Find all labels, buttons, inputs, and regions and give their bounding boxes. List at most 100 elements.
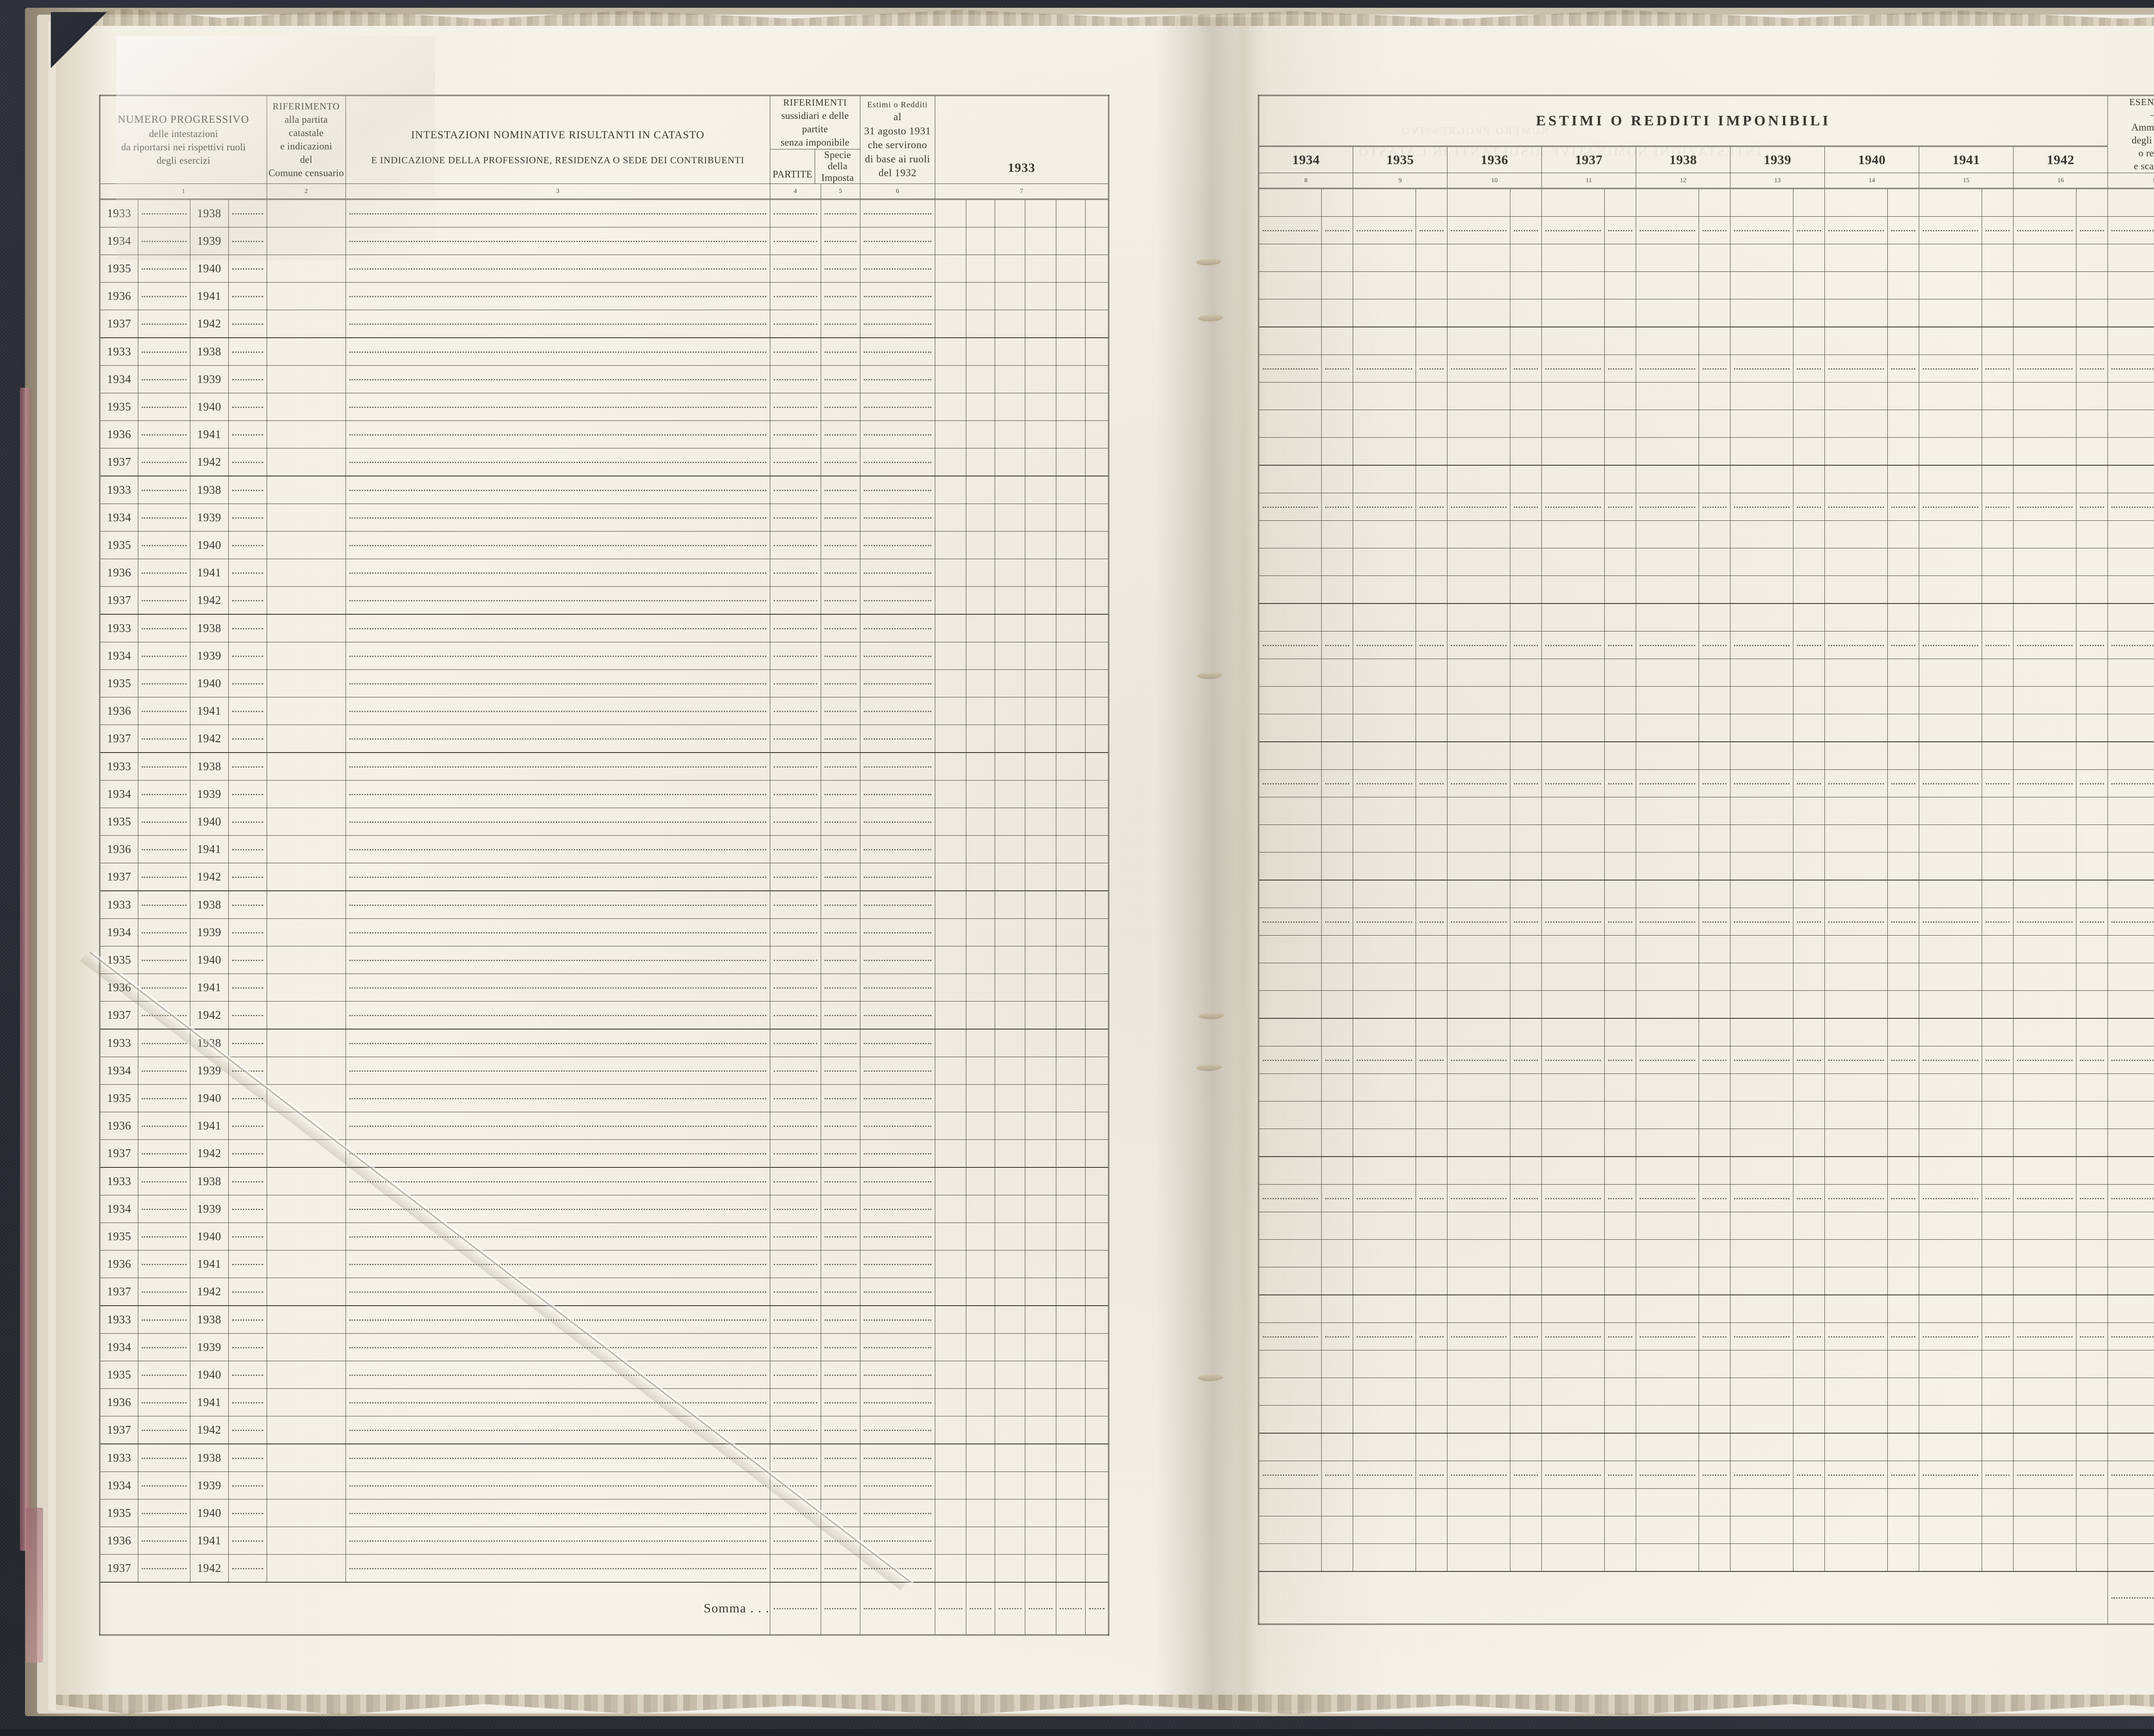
entry-cell-1941-lire[interactable] xyxy=(1919,1018,1982,1046)
entry-cell-col5-specie[interactable] xyxy=(821,1306,860,1334)
entry-cell-1937-lire[interactable] xyxy=(1542,852,1605,880)
entry-cell-1942-lire[interactable] xyxy=(2014,217,2076,244)
entry-cell-esenzioni[interactable] xyxy=(2108,825,2154,852)
entry-cell-col1a[interactable] xyxy=(138,1085,190,1112)
entry-cell-col1b[interactable] xyxy=(228,255,267,283)
entry-cell-1936-lire[interactable] xyxy=(1447,465,1510,493)
entry-cell-col5-specie[interactable] xyxy=(821,697,860,725)
entry-cell-col1a[interactable] xyxy=(138,836,190,863)
entry-cell-1939-lire[interactable] xyxy=(1731,770,1793,797)
entry-cell-1935-lire[interactable] xyxy=(1353,825,1416,852)
entry-cell-1939-centesimi[interactable] xyxy=(1793,217,1825,244)
entry-cell-1934-lire[interactable] xyxy=(1259,1378,1322,1406)
entry-cell-col1a[interactable] xyxy=(138,1057,190,1085)
entry-cell-1942-lire[interactable] xyxy=(2014,1074,2076,1101)
entry-cell-1940-lire[interactable] xyxy=(1825,1240,1888,1267)
entry-cell-1938-centesimi[interactable] xyxy=(1699,1378,1731,1406)
entry-cell-col6-estimi1931[interactable] xyxy=(860,1112,935,1140)
entry-cell-1940-centesimi[interactable] xyxy=(1888,1516,1919,1544)
entry-cell-col3[interactable] xyxy=(346,1029,770,1057)
entry-cell-1938-lire[interactable] xyxy=(1636,548,1699,576)
entry-cell-1942-lire[interactable] xyxy=(2014,299,2076,327)
entry-cell-1939-centesimi[interactable] xyxy=(1793,1461,1825,1489)
entry-cell-1935-centesimi[interactable] xyxy=(1416,548,1447,576)
entry-cell-1937-lire[interactable] xyxy=(1542,1157,1605,1185)
entry-cell-col1a[interactable] xyxy=(138,199,190,227)
entry-cell-1940-lire[interactable] xyxy=(1825,852,1888,880)
entry-cell-1937-centesimi[interactable] xyxy=(1605,438,1636,466)
entry-cell-1939-centesimi[interactable] xyxy=(1793,714,1825,742)
entry-cell-1940-centesimi[interactable] xyxy=(1888,1350,1919,1378)
entry-cell-1939-lire[interactable] xyxy=(1731,1406,1793,1434)
entry-cell-1938-centesimi[interactable] xyxy=(1699,1212,1731,1240)
entry-cell-1934-centesimi[interactable] xyxy=(1322,1101,1353,1129)
entry-cell-1937-lire[interactable] xyxy=(1542,355,1605,383)
entry-cell-1939-lire[interactable] xyxy=(1731,1323,1793,1350)
entry-cell-1941-centesimi[interactable] xyxy=(1982,852,2014,880)
entry-cell-1935-centesimi[interactable] xyxy=(1416,299,1447,327)
entry-cell-1939-centesimi[interactable] xyxy=(1793,936,1825,963)
entry-cell-1934-lire[interactable] xyxy=(1259,1129,1322,1157)
entry-cell-1940-centesimi[interactable] xyxy=(1888,1212,1919,1240)
entry-cell-1938-centesimi[interactable] xyxy=(1699,963,1731,991)
entry-cell-col1b[interactable] xyxy=(228,1223,267,1251)
entry-cell-1940-lire[interactable] xyxy=(1825,465,1888,493)
entry-cell-col4-partite[interactable] xyxy=(770,1112,821,1140)
entry-cell-col1b[interactable] xyxy=(228,919,267,946)
entry-cell-col4-partite[interactable] xyxy=(770,1002,821,1030)
entry-cell-col6-estimi1931[interactable] xyxy=(860,1251,935,1278)
entry-cell-col3[interactable] xyxy=(346,283,770,310)
entry-cell-col3[interactable] xyxy=(346,1195,770,1223)
entry-cell-1940-centesimi[interactable] xyxy=(1888,770,1919,797)
entry-cell-col6-estimi1931[interactable] xyxy=(860,891,935,919)
entry-cell-col3[interactable] xyxy=(346,1306,770,1334)
entry-cell-1934-lire[interactable] xyxy=(1259,410,1322,438)
entry-cell-col3[interactable] xyxy=(346,863,770,891)
entry-cell-1937-lire[interactable] xyxy=(1542,1074,1605,1101)
entry-cell-col6-estimi1931[interactable] xyxy=(860,1555,935,1583)
entry-cell-1941-lire[interactable] xyxy=(1919,908,1982,936)
entry-cell-1934-centesimi[interactable] xyxy=(1322,880,1353,908)
entry-cell-1935-lire[interactable] xyxy=(1353,604,1416,632)
entry-cell-1941-lire[interactable] xyxy=(1919,217,1982,244)
entry-cell-1942-centesimi[interactable] xyxy=(2076,687,2108,714)
entry-cell-col3[interactable] xyxy=(346,1251,770,1278)
entry-cell-1941-centesimi[interactable] xyxy=(1982,299,2014,327)
entry-cell-1934-centesimi[interactable] xyxy=(1322,1433,1353,1461)
entry-cell-1936-lire[interactable] xyxy=(1447,632,1510,659)
entry-cell-1936-lire[interactable] xyxy=(1447,1074,1510,1101)
entry-cell-1941-lire[interactable] xyxy=(1919,1212,1982,1240)
entry-cell-1938-lire[interactable] xyxy=(1636,521,1699,548)
entry-cell-1938-centesimi[interactable] xyxy=(1699,852,1731,880)
entry-cell-1935-lire[interactable] xyxy=(1353,1074,1416,1101)
entry-cell-1942-lire[interactable] xyxy=(2014,714,2076,742)
entry-cell-col6-estimi1931[interactable] xyxy=(860,1416,935,1444)
entry-cell-col1b[interactable] xyxy=(228,1057,267,1085)
entry-cell-1937-lire[interactable] xyxy=(1542,272,1605,299)
entry-cell-1940-centesimi[interactable] xyxy=(1888,1489,1919,1516)
entry-cell-1934-centesimi[interactable] xyxy=(1322,852,1353,880)
entry-cell-1942-centesimi[interactable] xyxy=(2076,383,2108,410)
entry-cell-1934-centesimi[interactable] xyxy=(1322,1544,1353,1572)
entry-cell-1938-centesimi[interactable] xyxy=(1699,1129,1731,1157)
entry-cell-1937-centesimi[interactable] xyxy=(1605,327,1636,355)
entry-cell-1934-lire[interactable] xyxy=(1259,742,1322,770)
entry-cell-col1a[interactable] xyxy=(138,614,190,642)
entry-cell-1934-centesimi[interactable] xyxy=(1322,1018,1353,1046)
entry-cell-1940-centesimi[interactable] xyxy=(1888,1101,1919,1129)
entry-cell-1941-centesimi[interactable] xyxy=(1982,1544,2014,1572)
entry-cell-1936-centesimi[interactable] xyxy=(1510,383,1542,410)
entry-cell-col3[interactable] xyxy=(346,366,770,393)
entry-cell-1940-centesimi[interactable] xyxy=(1888,714,1919,742)
entry-cell-1934-centesimi[interactable] xyxy=(1322,493,1353,521)
entry-cell-1939-lire[interactable] xyxy=(1731,1240,1793,1267)
entry-cell-1942-centesimi[interactable] xyxy=(2076,1101,2108,1129)
entry-cell-1941-centesimi[interactable] xyxy=(1982,825,2014,852)
entry-cell-col1a[interactable] xyxy=(138,476,190,504)
entry-cell-col1b[interactable] xyxy=(228,697,267,725)
entry-cell-1936-lire[interactable] xyxy=(1447,1295,1510,1323)
entry-cell-1940-centesimi[interactable] xyxy=(1888,438,1919,466)
entry-cell-1941-lire[interactable] xyxy=(1919,410,1982,438)
entry-cell-1936-centesimi[interactable] xyxy=(1510,632,1542,659)
entry-cell-1934-lire[interactable] xyxy=(1259,327,1322,355)
